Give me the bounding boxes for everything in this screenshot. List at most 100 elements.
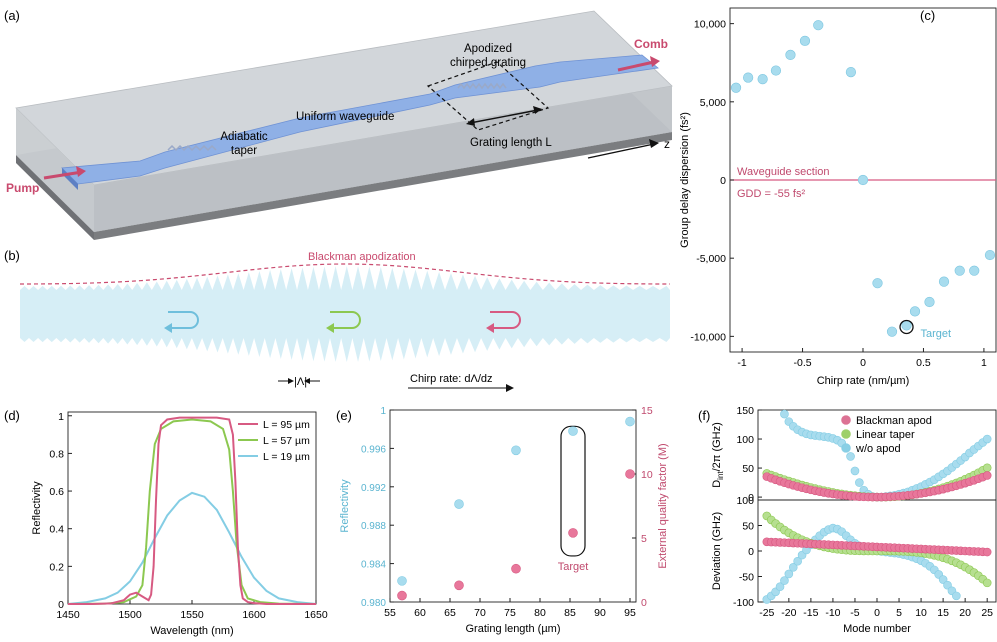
x-tick-label: 80 (534, 607, 546, 619)
chart-c: (c) -1 -0.5 0 0.5 1 10,000 5,000 0 -5,000 -10,000 C… (679, 7, 997, 387)
x-tick-label: -10 (825, 607, 840, 619)
blue-reflection-arrow (168, 311, 199, 329)
panel-b-label: (b) (4, 248, 20, 263)
x-tick-label: -1 (737, 357, 746, 369)
y-axis-label: Reflectivity (31, 481, 43, 535)
pump-arrowhead (76, 166, 86, 177)
data-point (886, 326, 898, 337)
y-right-tick-label: 15 (641, 405, 653, 417)
pump-label: Pump (6, 181, 39, 195)
y-tick-label: 0 (748, 492, 754, 504)
data-point (780, 409, 789, 419)
gdd-label: GDD = -55 fs² (737, 188, 805, 200)
y-tick-label: -5,000 (696, 253, 726, 265)
cladding-side (94, 86, 672, 232)
data-point (784, 569, 794, 579)
x-tick-label: 1 (981, 357, 987, 369)
x-tick-label: 65 (444, 607, 456, 619)
y-tick-label: 50 (742, 521, 754, 533)
y-tick-label: 1 (58, 411, 64, 423)
data-point (793, 556, 802, 566)
x-tick-label: 55 (384, 607, 396, 619)
x-tick-label: 1650 (304, 609, 328, 621)
x-tick-label: 20 (959, 607, 971, 619)
cladding-front (16, 108, 94, 232)
x-axis-label: Chirp rate (nm/µm) (817, 375, 910, 387)
y-tick-label: 0.6 (49, 486, 64, 498)
x-tick-label: -5 (850, 607, 859, 619)
data-point (511, 563, 521, 574)
target-label: Target (558, 561, 589, 573)
comb-arrow (617, 60, 655, 72)
data-point (982, 547, 992, 557)
pink-reflection-arrowhead (486, 323, 494, 333)
y-right-tick-label: 10 (641, 469, 653, 481)
y-tick-label: 0 (748, 546, 754, 558)
x-tick-label: 1550 (180, 609, 204, 621)
z-axis-arrow (587, 143, 655, 159)
data-point (568, 426, 578, 436)
apodization-curve (19, 263, 671, 285)
legend-label: L = 19 µm (263, 451, 310, 463)
lambda-arrowhead-left (288, 378, 294, 384)
data-point (757, 74, 768, 85)
bottom-y-axis-label: Deviation (GHz) (711, 512, 723, 590)
z-axis-label: z (664, 137, 670, 151)
y-tick-label: -50 (739, 572, 754, 584)
y-tick-label: 0.996 (361, 444, 386, 455)
legend-label: Linear taper (856, 429, 915, 441)
x-tick-label: 1450 (56, 609, 80, 621)
y-tick-label: 5,000 (700, 97, 726, 109)
plot-frame (389, 409, 637, 603)
legend-label: Blackman apod (856, 415, 932, 427)
y-tick-label: 150 (736, 405, 754, 417)
y-tick-label: -10,000 (690, 331, 726, 343)
data-point (938, 276, 950, 287)
data-point (775, 582, 785, 592)
data-point (982, 434, 992, 444)
chart-d: (d) 1450 1500 1550 1600 1650 0 0.2 0.4 0.6 0.8 1 Wav… (4, 408, 328, 637)
data-point (954, 265, 965, 276)
data-point (909, 306, 921, 317)
panel-e-label: (e) (336, 408, 352, 423)
series-line (67, 491, 317, 605)
y-tick-label: 0.4 (49, 524, 64, 536)
data-point (397, 576, 407, 586)
length-arrow (469, 109, 539, 124)
y-axis-label: Group delay dispersion (fs²) (679, 112, 691, 248)
x-tick-label: 5 (896, 607, 902, 619)
apodization-label: Blackman apodization (308, 251, 416, 263)
y-right-tick-label: 5 (641, 533, 647, 545)
data-point (846, 452, 855, 461)
grating-teeth (20, 266, 670, 362)
panel-a-label: (a) (4, 8, 20, 23)
taper-grating-ripples (167, 144, 217, 152)
y-tick-label: 0.988 (361, 521, 386, 532)
y-tick-label: 0 (720, 175, 726, 187)
lambda-arrowhead-right (304, 378, 310, 384)
x-tick-label: 0.5 (916, 357, 931, 369)
data-point (984, 249, 996, 261)
data-point (850, 466, 860, 476)
y-right-axis-label: External quality factor (M) (657, 443, 669, 568)
series-line (68, 416, 316, 605)
data-point (982, 578, 992, 588)
data-point (952, 591, 961, 601)
x-tick-label: 90 (594, 607, 606, 619)
y-tick-label: 10,000 (694, 19, 726, 31)
x-tick-label: 25 (981, 607, 993, 619)
x-axis-label: Grating length (µm) (466, 623, 561, 635)
data-point (730, 82, 742, 93)
x-tick-label: 15 (937, 607, 949, 619)
legend-label: L = 95 µm (263, 419, 310, 431)
grating-label: Apodized chirped grating (450, 43, 526, 69)
panel-a: (a) z Pump Comb Apodized chirped grating (4, 8, 673, 240)
data-point (568, 528, 578, 538)
taper-label: Adiabatic taper (220, 131, 268, 157)
data-point (780, 576, 789, 585)
chirp-rate-label: Chirp rate: dΛ/dz (410, 373, 493, 385)
y-tick-label: -100 (733, 597, 754, 609)
y-axis-label: Reflectivity (339, 479, 351, 533)
pump-arrow (43, 170, 83, 180)
